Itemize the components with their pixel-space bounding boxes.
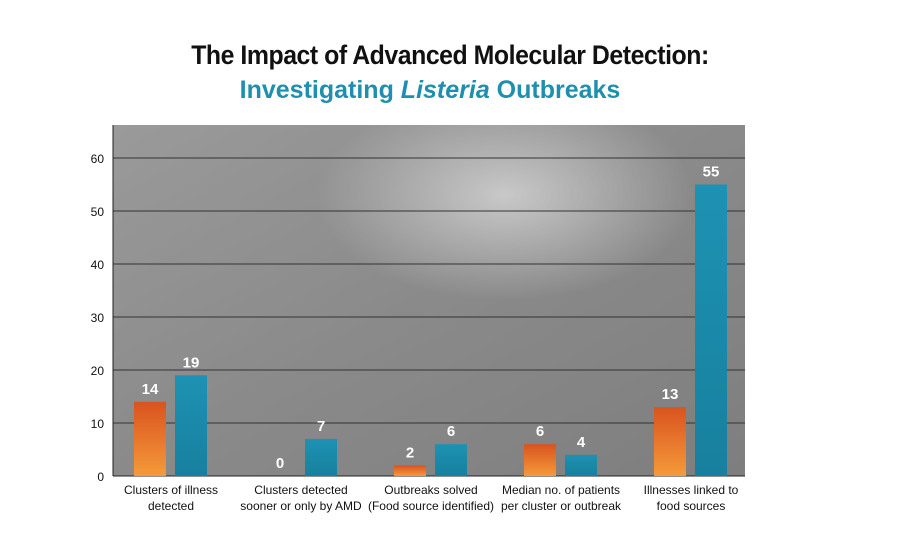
data-label: 2 [406,444,414,461]
subtitle-italic: Listeria [400,76,490,104]
y-tick-label: 0 [97,470,104,484]
data-label: 4 [577,434,586,451]
x-tick-label: Median no. of patients [502,483,620,497]
y-tick-label: 50 [91,205,105,219]
chart-title: The Impact of Advanced Molecular Detecti… [191,40,709,70]
x-tick-label: Illnesses linked to [644,483,739,497]
bar [654,407,686,476]
bar [524,444,556,476]
photo-highlight [113,125,745,476]
y-tick-label: 40 [91,258,105,272]
data-label: 14 [142,381,159,398]
y-tick-label: 10 [91,417,105,431]
data-label: 0 [276,455,284,472]
x-tick-label: detected [148,499,194,513]
bar [134,401,166,476]
y-tick-label: 60 [91,152,105,166]
x-tick-label: (Food source identified) [368,499,494,513]
y-tick-label: 30 [91,311,105,325]
bar [435,444,467,476]
data-label: 13 [662,386,679,403]
bar [305,438,337,476]
subtitle-suffix: Outbreaks [489,76,621,104]
y-tick-label: 20 [91,364,105,378]
data-label: 55 [703,164,720,181]
x-tick-label: Clusters detected [254,483,347,497]
x-tick-label: Clusters of illness [124,483,218,497]
subtitle-prefix: Investigating [239,76,401,104]
bar [565,454,597,476]
x-tick-label: sooner or only by AMD [240,499,362,513]
x-tick-label: food sources [657,499,726,513]
x-tick-label: per cluster or outbreak [501,499,622,513]
x-tick-label: Outbreaks solved [384,483,477,497]
chart-subtitle: Investigating Listeria Outbreaks [0,76,860,105]
bar [175,375,207,476]
bar [695,184,727,476]
data-label: 7 [317,418,325,435]
data-label: 6 [447,423,455,440]
data-label: 19 [183,354,200,371]
bar [394,465,426,476]
data-label: 6 [536,423,544,440]
